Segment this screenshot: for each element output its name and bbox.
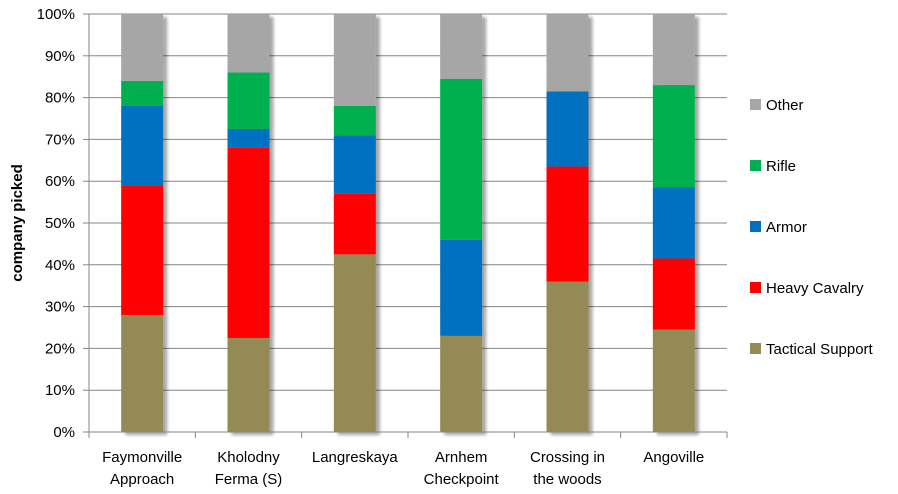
y-tick-label: 30%	[45, 299, 75, 316]
bar-segment	[546, 14, 589, 92]
bar-segment	[121, 105, 164, 186]
legend-swatch	[750, 160, 761, 171]
bar-segment	[652, 14, 695, 86]
x-category-label: Ferma (S)	[215, 471, 283, 488]
legend-label: Other	[766, 97, 804, 114]
legend-label: Tactical Support	[766, 341, 874, 358]
x-category-label: Arnhem	[435, 449, 488, 466]
y-tick-label: 40%	[45, 257, 75, 274]
x-category-label: Langreskaya	[312, 449, 399, 466]
bar-segment	[333, 14, 376, 106]
y-tick-label: 70%	[45, 131, 75, 148]
bar-segment	[121, 185, 164, 315]
legend-label: Heavy Cavalry	[766, 280, 864, 297]
x-category-label: Crossing in	[530, 449, 605, 466]
bar-segment	[546, 91, 589, 167]
bar-segment	[121, 80, 164, 106]
y-tick-label: 50%	[45, 215, 75, 232]
bar-segment	[227, 147, 270, 338]
bar-segment	[121, 314, 164, 432]
bar-segment	[227, 14, 270, 73]
bar-stack	[546, 14, 589, 432]
x-category-label: Angoville	[643, 449, 704, 466]
bar-segment	[652, 187, 695, 259]
y-axis-label: company picked	[9, 164, 26, 282]
bar-segment	[652, 85, 695, 188]
x-category-label: Checkpoint	[424, 471, 500, 488]
bar-stack	[227, 14, 270, 432]
y-tick-label: 60%	[45, 173, 75, 190]
y-tick-label: 80%	[45, 90, 75, 107]
bar-stack	[652, 14, 695, 432]
x-category-label: Kholodny	[217, 449, 280, 466]
bar-segment	[546, 281, 589, 432]
bar-segment	[333, 135, 376, 194]
bar-segment	[546, 166, 589, 282]
y-tick-label: 90%	[45, 48, 75, 65]
y-tick-label: 0%	[53, 424, 75, 441]
bars	[121, 14, 695, 432]
y-axis-ticks: 0% 10% 20% 30% 40% 50% 60% 70% 80% 90% 100%	[37, 6, 89, 441]
bar-segment	[227, 337, 270, 432]
legend-label: Rifle	[766, 158, 796, 175]
bar-segment	[440, 14, 483, 79]
bar-segment	[440, 239, 483, 336]
bar-segment	[227, 128, 270, 148]
bar-stack	[440, 14, 483, 432]
x-category-label: Approach	[110, 471, 174, 488]
legend-label: Armor	[766, 219, 807, 236]
x-axis-categories: Faymonville Approach Kholodny Ferma (S) Lang…	[102, 449, 704, 488]
bar-segment	[652, 329, 695, 432]
bar-segment	[227, 72, 270, 129]
bar-segment	[333, 254, 376, 432]
x-category-label: the woods	[533, 471, 601, 488]
axes	[88, 14, 728, 438]
legend: Other Rifle Armor Heavy Cavalry Tactical Sup…	[750, 97, 874, 358]
bar-stack	[333, 14, 376, 432]
gridlines	[89, 13, 727, 391]
bar-segment	[121, 14, 164, 81]
legend-swatch	[750, 99, 761, 110]
bar-segment	[333, 193, 376, 255]
bar-stack	[121, 14, 164, 432]
bar-segment	[440, 78, 483, 240]
legend-swatch	[750, 282, 761, 293]
legend-swatch	[750, 221, 761, 232]
bar-segment	[652, 258, 695, 330]
y-tick-label: 100%	[37, 6, 75, 23]
y-tick-label: 10%	[45, 382, 75, 399]
bar-segment	[440, 335, 483, 432]
legend-swatch	[750, 343, 761, 354]
y-tick-label: 20%	[45, 340, 75, 357]
x-category-label: Faymonville	[102, 449, 182, 466]
bar-segment	[333, 105, 376, 136]
